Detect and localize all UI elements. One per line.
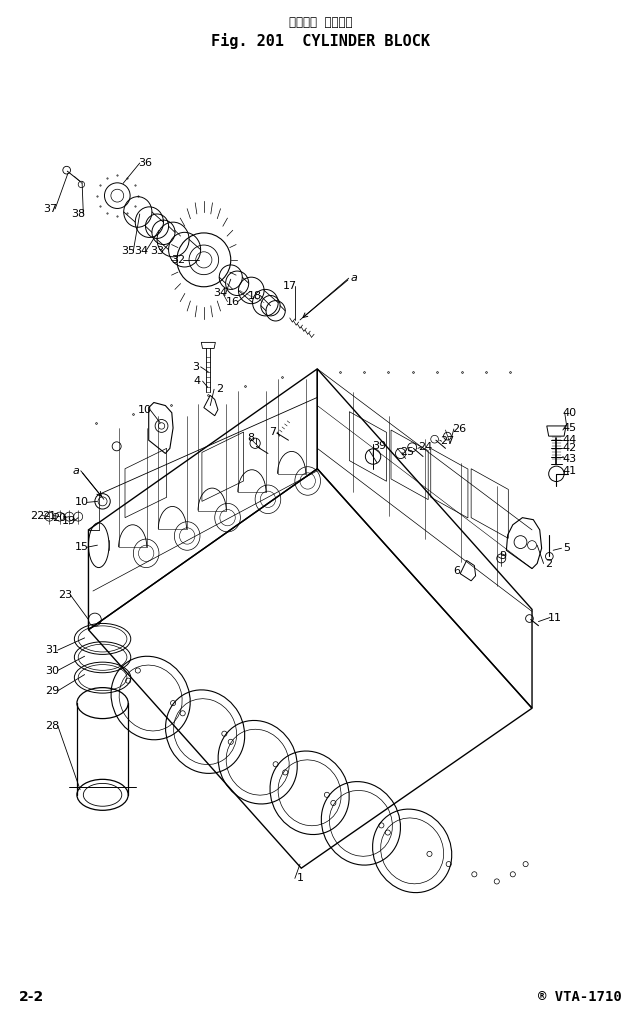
Text: 10: 10 xyxy=(75,497,89,507)
Text: 4: 4 xyxy=(194,376,201,386)
Text: 37: 37 xyxy=(43,204,57,214)
Text: ® VTA-1710: ® VTA-1710 xyxy=(538,989,622,1004)
Text: 44: 44 xyxy=(563,435,577,445)
Text: 11: 11 xyxy=(548,612,562,623)
Text: 45: 45 xyxy=(563,423,577,433)
Text: 6: 6 xyxy=(454,566,460,576)
Text: 21: 21 xyxy=(42,511,56,521)
Text: 25: 25 xyxy=(400,447,414,458)
Text: 33: 33 xyxy=(151,246,165,256)
Text: 2: 2 xyxy=(215,384,223,394)
Text: 32: 32 xyxy=(171,255,185,265)
Text: 43: 43 xyxy=(563,453,577,464)
Text: 23: 23 xyxy=(58,590,72,600)
Text: 24: 24 xyxy=(419,442,433,452)
Text: 3: 3 xyxy=(192,362,199,372)
Text: 7: 7 xyxy=(269,427,276,437)
Text: 16: 16 xyxy=(226,297,240,307)
Text: 2: 2 xyxy=(545,558,553,569)
Text: 5: 5 xyxy=(563,543,570,553)
Text: 42: 42 xyxy=(563,443,577,453)
Text: 31: 31 xyxy=(46,645,60,655)
Text: 15: 15 xyxy=(75,542,89,552)
Text: 10: 10 xyxy=(138,405,152,415)
Text: 28: 28 xyxy=(46,720,60,731)
Text: 39: 39 xyxy=(372,441,386,451)
Text: Fig. 201  CYLINDER BLOCK: Fig. 201 CYLINDER BLOCK xyxy=(211,33,430,49)
Text: 18: 18 xyxy=(248,290,262,301)
Text: 1: 1 xyxy=(297,873,303,883)
Text: 20: 20 xyxy=(52,513,66,523)
Text: 36: 36 xyxy=(138,158,152,168)
Text: 19: 19 xyxy=(62,516,76,526)
Text: 38: 38 xyxy=(71,209,85,219)
Text: 2-2: 2-2 xyxy=(19,989,44,1004)
Text: 8: 8 xyxy=(247,433,255,443)
Text: 35: 35 xyxy=(121,246,135,256)
Text: 9: 9 xyxy=(499,551,506,561)
Text: 17: 17 xyxy=(283,281,297,291)
Text: a: a xyxy=(72,466,79,476)
Text: a: a xyxy=(351,273,357,283)
Text: 22: 22 xyxy=(30,511,44,521)
Text: 26: 26 xyxy=(452,424,466,434)
Text: 34: 34 xyxy=(213,288,228,299)
Text: シリンダ  ブロック: シリンダ ブロック xyxy=(288,16,353,29)
Text: 34: 34 xyxy=(134,246,148,256)
Text: 30: 30 xyxy=(46,665,60,676)
Text: 40: 40 xyxy=(563,408,577,418)
Text: 29: 29 xyxy=(46,686,60,696)
Text: 41: 41 xyxy=(563,466,577,476)
Text: 27: 27 xyxy=(440,436,454,446)
